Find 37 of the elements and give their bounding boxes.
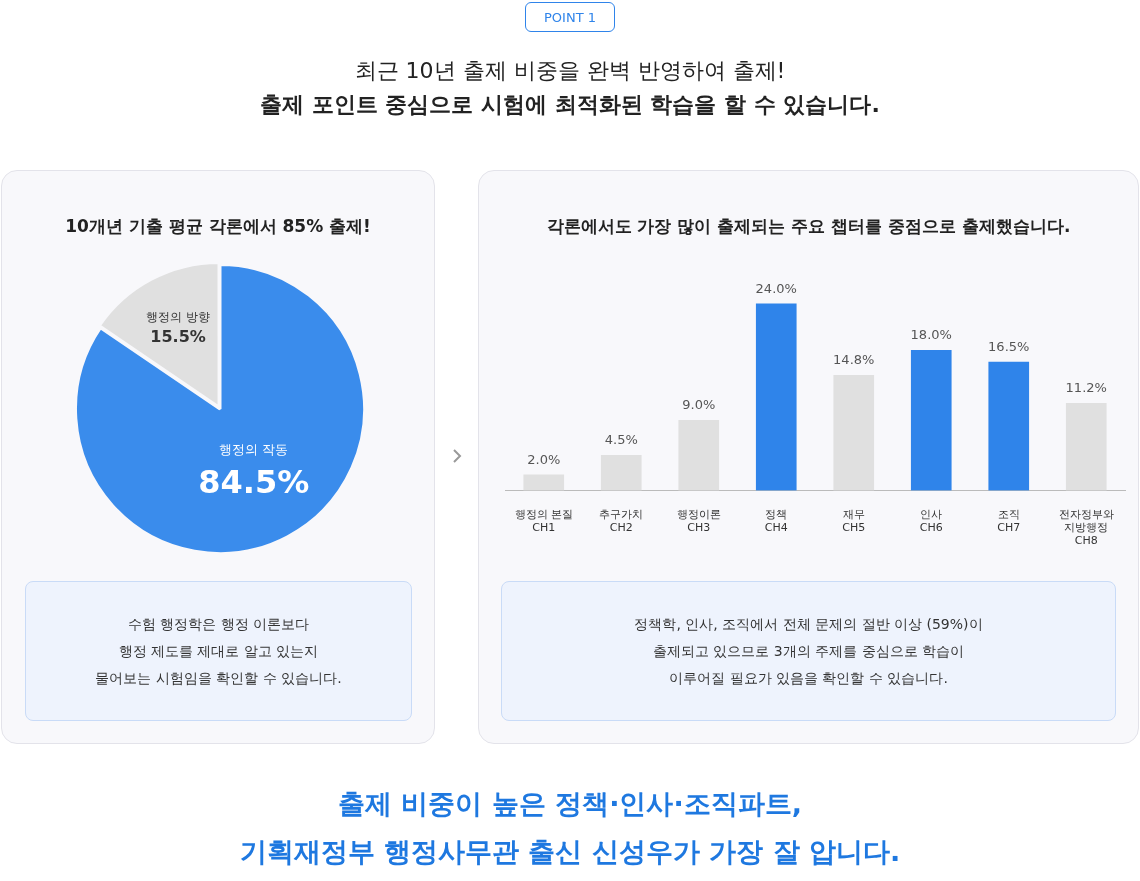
slice-label: 행정의 작동 — [219, 442, 289, 458]
data-label: 15.5% — [150, 326, 206, 346]
text: 출제 비중이 높은 정책·인사·조직파트, — [337, 787, 803, 821]
text: 출제 포인트 중심으로 시험에 최적화된 학습을 할 수 있습니다. — [259, 91, 881, 119]
text: 수험 행정학은 행정 이론보다 행정 제도를 제대로 알고 있는지 물어보는 시험임을 확인할 수 있습니다. — [25, 581, 412, 721]
bar — [678, 420, 720, 491]
data-label: 24.0% — [755, 280, 797, 296]
x-tick-label: 인사 CH6 — [919, 507, 943, 535]
x-tick-label: 재무 CH5 — [842, 507, 866, 535]
data-label: 4.5% — [604, 432, 638, 448]
bar — [600, 455, 642, 491]
bar — [988, 361, 1030, 491]
bar — [910, 350, 952, 491]
slice-label: 행정의 방향 — [146, 309, 210, 324]
bar — [523, 474, 565, 491]
text: POINT 1 — [525, 2, 615, 32]
bar — [1065, 402, 1107, 491]
chart-title: 10개년 기출 평균 각론에서 85% 출제! — [64, 215, 372, 238]
data-label: 11.2% — [1065, 380, 1107, 396]
chart-title: 각론에서도 가장 많이 출제되는 주요 챕터를 중점으로 출제했습니다. — [545, 215, 1072, 238]
data-label: 14.8% — [833, 352, 875, 368]
data-label: 9.0% — [682, 397, 716, 413]
bar — [833, 374, 875, 491]
x-tick-label: 행정의 본질 CH1 — [514, 507, 573, 535]
data-label: 84.5% — [198, 463, 310, 502]
data-label: 18.0% — [910, 327, 952, 343]
x-tick-label: 행정이론 CH3 — [676, 507, 721, 535]
data-label: 16.5% — [988, 338, 1030, 354]
x-tick-label: 조직 CH7 — [997, 507, 1021, 535]
x-tick-label: 전자정부와 지방행정 CH8 — [1058, 507, 1114, 548]
bar — [755, 303, 797, 491]
x-tick-label: 정책 CH4 — [764, 507, 788, 535]
text: 기획재정부 행정사무관 출신 신성우가 가장 잘 압니다. — [238, 835, 902, 869]
text: 정책학, 인사, 조직에서 전체 문제의 절반 이상 (59%)이 출제되고 있으므로 3개의 주제를 중심으로 학습이 이루어질 필요가 있음을 확인할 수 있습니다. — [501, 581, 1116, 721]
x-tick-label: 추구가치 CH2 — [599, 507, 644, 535]
text: 최근 10년 출제 비중을 완벽 반영하여 출제! — [353, 57, 787, 85]
data-label: 2.0% — [527, 451, 561, 467]
